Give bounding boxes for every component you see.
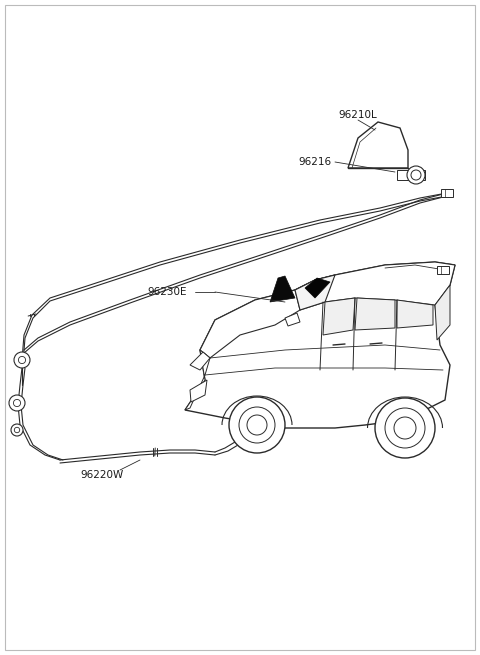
Circle shape: [411, 170, 421, 180]
Circle shape: [14, 352, 30, 368]
Circle shape: [14, 427, 20, 433]
Polygon shape: [355, 298, 395, 330]
Text: 96230E: 96230E: [147, 287, 187, 297]
Bar: [437, 266, 449, 274]
Polygon shape: [285, 313, 300, 326]
Polygon shape: [323, 298, 355, 335]
Text: 96210L: 96210L: [338, 110, 377, 120]
Polygon shape: [397, 300, 433, 328]
Polygon shape: [348, 122, 408, 168]
Circle shape: [245, 427, 253, 435]
Text: 96216: 96216: [298, 157, 331, 167]
Circle shape: [11, 424, 23, 436]
Text: 96220W: 96220W: [80, 470, 123, 480]
Circle shape: [239, 407, 275, 443]
Circle shape: [229, 397, 285, 453]
Polygon shape: [190, 352, 210, 370]
Circle shape: [13, 400, 21, 407]
Bar: [397, 170, 425, 180]
Polygon shape: [185, 350, 210, 410]
Polygon shape: [270, 276, 295, 302]
Polygon shape: [185, 262, 455, 428]
Bar: [441, 189, 453, 197]
Polygon shape: [200, 290, 300, 358]
Circle shape: [385, 408, 425, 448]
Circle shape: [407, 166, 425, 184]
Bar: [245, 413, 259, 423]
Circle shape: [247, 415, 267, 435]
Polygon shape: [190, 380, 207, 402]
Polygon shape: [305, 278, 330, 298]
Circle shape: [375, 398, 435, 458]
Circle shape: [9, 395, 25, 411]
Circle shape: [251, 425, 259, 433]
Polygon shape: [295, 262, 455, 310]
Polygon shape: [295, 275, 335, 310]
Circle shape: [18, 356, 25, 364]
Circle shape: [394, 417, 416, 439]
Polygon shape: [435, 285, 450, 340]
